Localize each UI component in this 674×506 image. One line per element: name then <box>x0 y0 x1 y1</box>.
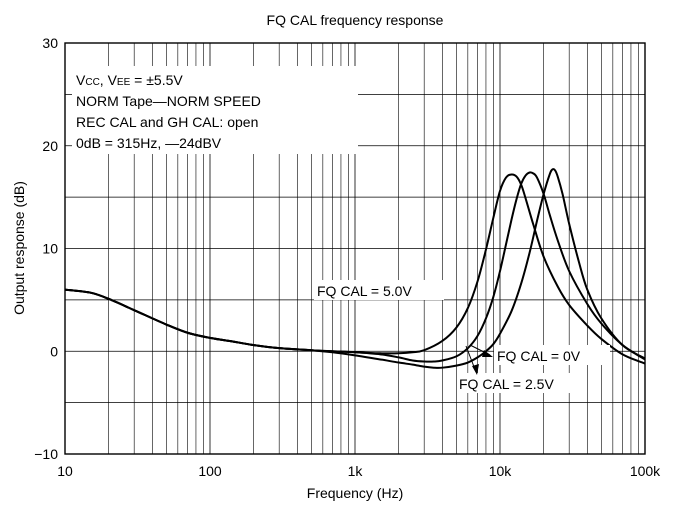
series-label-2p5v-background <box>457 373 587 393</box>
series-label-2p5v: FQ CAL = 2.5V <box>457 373 587 393</box>
series-label-5v-background <box>314 280 444 300</box>
series-label-5v-text: FQ CAL = 5.0V <box>317 283 412 299</box>
vee-subscript: EE <box>117 77 131 88</box>
y-tick-label: 10 <box>42 241 58 257</box>
supply-separator: , V <box>100 72 118 88</box>
y-axis-label: Output response (dB) <box>11 181 27 315</box>
condition-supply-voltage: VCC, VEE = ±5.5V <box>76 72 183 88</box>
x-tick-label: 10k <box>489 463 513 479</box>
supply-value: = ±5.5V <box>130 72 183 88</box>
label-arrows <box>465 344 493 375</box>
conditions-note-background <box>72 66 358 154</box>
series-label-5v: FQ CAL = 5.0V <box>314 280 444 300</box>
series-layer <box>64 168 646 369</box>
y-tick-label: −10 <box>34 446 58 462</box>
x-tick-label: 100 <box>198 463 222 479</box>
series-label-0v: FQ CAL = 0V <box>494 345 610 365</box>
chart-title: FQ CAL frequency response <box>267 12 444 28</box>
condition-tape: NORM Tape—NORM SPEED <box>76 93 261 109</box>
vcc-symbol: V <box>76 72 86 88</box>
arrow-head-2p5v <box>472 364 479 375</box>
y-tick-label: 30 <box>42 35 58 51</box>
x-tick-label: 10 <box>57 463 73 479</box>
arrow-head-0v <box>482 350 493 357</box>
y-tick-label: 0 <box>50 343 58 359</box>
series-line-fq-cal-0v <box>64 168 646 369</box>
condition-reference: 0dB = 315Hz, —24dBV <box>76 135 222 151</box>
series-label-0v-background <box>494 345 610 365</box>
series-label-2p5v-text: FQ CAL = 2.5V <box>459 376 554 392</box>
tick-labels: 10 100 1k 10k 100k −10 0 10 20 30 <box>34 35 661 479</box>
series-label-0v-text: FQ CAL = 0V <box>497 348 581 364</box>
plot-frame <box>64 42 646 455</box>
x-axis-label: Frequency (Hz) <box>307 485 403 501</box>
y-tick-label: 20 <box>42 138 58 154</box>
vcc-subscript: CC <box>85 77 99 88</box>
condition-cal-open: REC CAL and GH CAL: open <box>76 114 258 130</box>
conditions-note: VCC, VEE = ±5.5V NORM Tape—NORM SPEED RE… <box>72 66 358 154</box>
x-tick-label: 1k <box>348 463 364 479</box>
x-tick-label: 100k <box>630 463 661 479</box>
